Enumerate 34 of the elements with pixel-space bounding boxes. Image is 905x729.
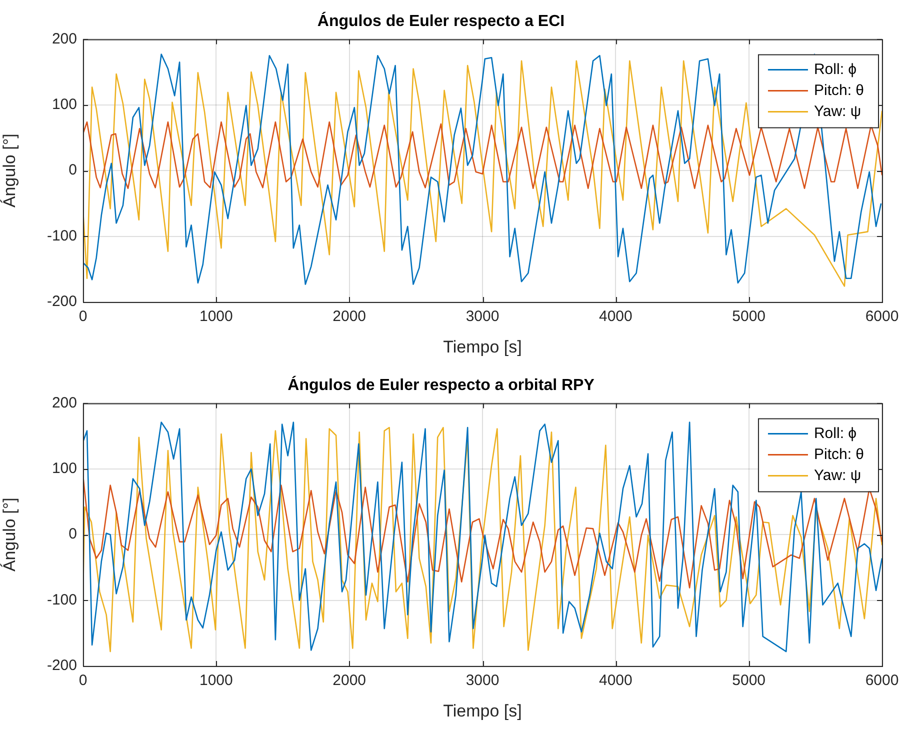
x-tick-label: 1000 — [199, 308, 233, 326]
y-tick-label: -100 — [46, 591, 77, 608]
x-tick-label: 5000 — [732, 308, 766, 326]
legend-label: Roll: ϕ — [814, 424, 857, 442]
y-axis-title: Ángulo [°] — [0, 134, 19, 208]
legend-label: Roll: ϕ — [814, 60, 857, 78]
legend-label: Yaw: ψ — [814, 102, 862, 120]
y-tick-label: -200 — [46, 657, 77, 674]
x-tick-label: 1000 — [199, 672, 233, 690]
y-tick-label: 0 — [68, 526, 77, 543]
y-tick-label: 200 — [52, 394, 77, 412]
x-tick-label: 2000 — [332, 308, 366, 326]
y-tick-label: 0 — [68, 162, 77, 179]
y-axis-title: Ángulo [°] — [0, 498, 19, 572]
legend-label: Pitch: θ — [814, 446, 864, 463]
legend-label: Yaw: ψ — [814, 466, 862, 484]
x-tick-label: 4000 — [598, 672, 632, 690]
y-tick-label: -200 — [46, 293, 77, 310]
x-tick-label: 3000 — [466, 308, 500, 326]
y-tick-label: 100 — [52, 96, 77, 114]
x-tick-label: 3000 — [466, 672, 500, 690]
x-tick-label: 4000 — [598, 308, 632, 326]
chart-title: Ángulos de Euler respecto a orbital RPY — [288, 375, 595, 394]
x-axis-title: Tiempo [s] — [443, 337, 522, 356]
x-tick-label: 6000 — [865, 672, 899, 690]
y-tick-label: 200 — [52, 30, 77, 48]
legend-label: Pitch: θ — [814, 82, 864, 99]
y-tick-label: 100 — [52, 460, 77, 478]
x-axis-title: Tiempo [s] — [443, 701, 522, 720]
y-tick-label: -100 — [46, 227, 77, 244]
x-tick-label: 6000 — [865, 308, 899, 326]
x-tick-label: 5000 — [732, 672, 766, 690]
x-tick-label: 2000 — [332, 672, 366, 690]
chart-title: Ángulos de Euler respecto a ECI — [317, 11, 565, 30]
